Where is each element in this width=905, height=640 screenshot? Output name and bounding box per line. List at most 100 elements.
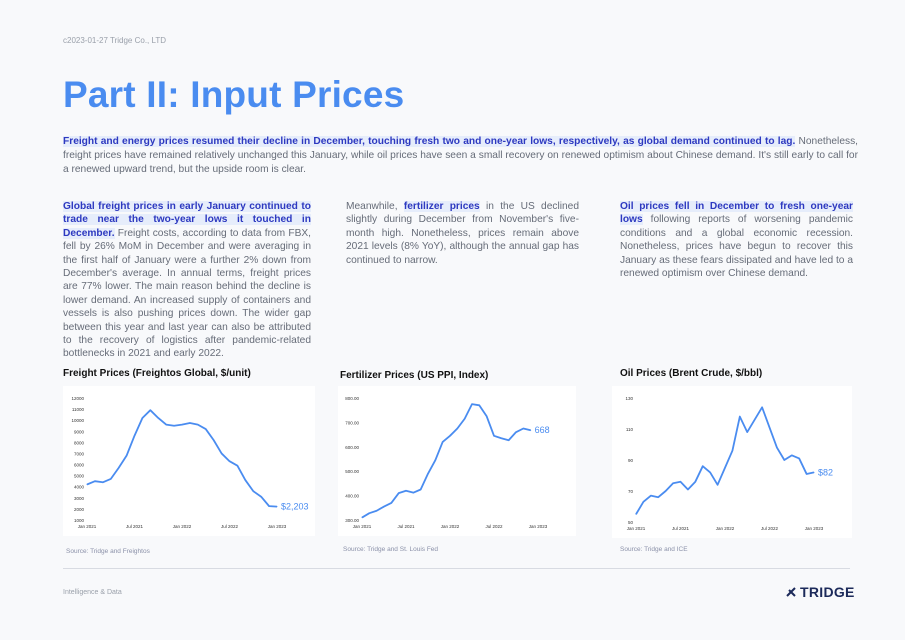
y-tick-label: 6000 [74, 463, 85, 468]
freight-body: Freight costs, according to data from FB… [63, 227, 311, 360]
data-point [717, 484, 719, 486]
y-tick-label: 7000 [74, 451, 85, 456]
fertilizer-chart-title: Fertilizer Prices (US PPI, Index) [340, 370, 489, 381]
data-point [478, 404, 480, 406]
data-point [791, 454, 793, 456]
y-tick-label: 700.00 [345, 420, 359, 425]
data-point [118, 467, 120, 469]
data-point [229, 460, 230, 462]
y-tick-label: 400.00 [345, 494, 359, 499]
data-point [398, 492, 400, 494]
data-point [221, 452, 223, 454]
data-point [427, 473, 429, 475]
data-point [709, 471, 711, 473]
data-point [376, 510, 378, 512]
tridge-logo-icon [786, 587, 796, 597]
freight-chart-title: Freight Prices (Freightos Global, $/unit… [63, 368, 251, 379]
y-tick-label: 5000 [74, 474, 85, 479]
data-point [694, 481, 696, 483]
y-tick-label: 70 [628, 489, 634, 494]
data-point [197, 424, 199, 426]
data-point [405, 490, 407, 492]
x-tick-label: Jan 2021 [353, 524, 372, 529]
x-tick-label: Jul 2022 [221, 524, 239, 529]
y-tick-label: 90 [628, 458, 634, 463]
data-point [798, 457, 800, 459]
y-tick-label: 600.00 [345, 445, 359, 450]
end-value-label: 668 [535, 425, 550, 435]
y-tick-label: 300.00 [345, 518, 359, 523]
y-tick-label: 130 [625, 396, 633, 401]
data-point [731, 450, 733, 452]
data-point [102, 481, 104, 483]
data-point [530, 429, 532, 431]
data-point [420, 489, 422, 490]
data-point [390, 502, 392, 504]
y-tick-label: 500.00 [345, 469, 359, 474]
data-point [456, 428, 458, 429]
data-point [665, 490, 667, 492]
x-tick-label: Jan 2022 [173, 524, 192, 529]
y-tick-label: 110 [626, 427, 634, 432]
x-tick-label: Jul 2021 [672, 526, 690, 531]
y-tick-label: 3000 [74, 496, 85, 501]
data-point [522, 428, 524, 429]
x-tick-label: Jul 2021 [397, 524, 415, 529]
oil-chart-title: Oil Prices (Brent Crude, $/bbl) [620, 368, 763, 379]
data-point [471, 403, 473, 405]
footer-label: Intelligence & Data [63, 589, 122, 596]
data-point [776, 447, 778, 449]
page-title: Part II: Input Prices [63, 74, 405, 115]
fertilizer-chart: 800.00 700.00 600.00 500.00 400.00 300.00 Jan … [338, 386, 576, 536]
data-point [361, 517, 363, 519]
fertilizer-highlight: fertilizer prices [403, 201, 480, 212]
data-point [761, 406, 763, 408]
data-point [189, 422, 191, 424]
data-point [383, 506, 385, 508]
data-point [746, 431, 748, 433]
fertilizer-body: in the US declined slightly during Decem… [346, 201, 579, 266]
data-point [268, 505, 270, 507]
end-value-label: $2,203 [281, 502, 309, 512]
y-tick-label: 12000 [71, 396, 84, 401]
data-point [141, 417, 143, 419]
x-tick-label: Jan 2023 [805, 526, 824, 531]
data-point [672, 482, 674, 484]
footer-divider [63, 568, 850, 569]
data-point [276, 506, 278, 508]
data-point [260, 496, 262, 498]
y-tick-label: 800.00 [345, 396, 359, 401]
oil-source: Source: Tridge and ICE [620, 546, 688, 553]
data-point [493, 435, 495, 437]
data-point [434, 459, 436, 461]
intro-paragraph: Freight and energy prices resumed their … [63, 135, 858, 177]
x-tick-label: Jan 2021 [627, 526, 646, 531]
data-point [449, 435, 451, 437]
data-point [213, 439, 215, 441]
data-point [702, 465, 704, 467]
data-point [680, 481, 681, 483]
logo-text: TRIDGE [800, 584, 855, 600]
data-point [252, 490, 254, 492]
data-point [368, 512, 370, 514]
oil-chart: 130 110 90 70 50 Jan 2021 Jul 2021 Jan 2022 Jul … [612, 386, 852, 538]
y-tick-label: 1000 [74, 518, 85, 523]
data-point [94, 480, 96, 482]
x-tick-label: Jul 2022 [761, 526, 779, 531]
y-tick-label: 11000 [72, 407, 85, 412]
x-tick-label: Jul 2021 [126, 524, 144, 529]
data-point [244, 479, 246, 481]
data-point [412, 492, 414, 494]
x-tick-label: Jan 2023 [529, 524, 548, 529]
data-point [769, 426, 770, 428]
data-point [110, 478, 112, 480]
x-tick-label: Jul 2022 [485, 524, 503, 529]
data-point [783, 459, 785, 461]
data-point [635, 513, 637, 515]
y-tick-label: 8000 [74, 440, 85, 445]
tridge-logo: TRIDGE [785, 584, 855, 600]
fertilizer-column: Meanwhile, fertilizer prices in the US d… [346, 200, 579, 267]
fertilizer-source: Source: Tridge and St. Louis Fed [343, 546, 439, 553]
data-point [813, 471, 815, 473]
